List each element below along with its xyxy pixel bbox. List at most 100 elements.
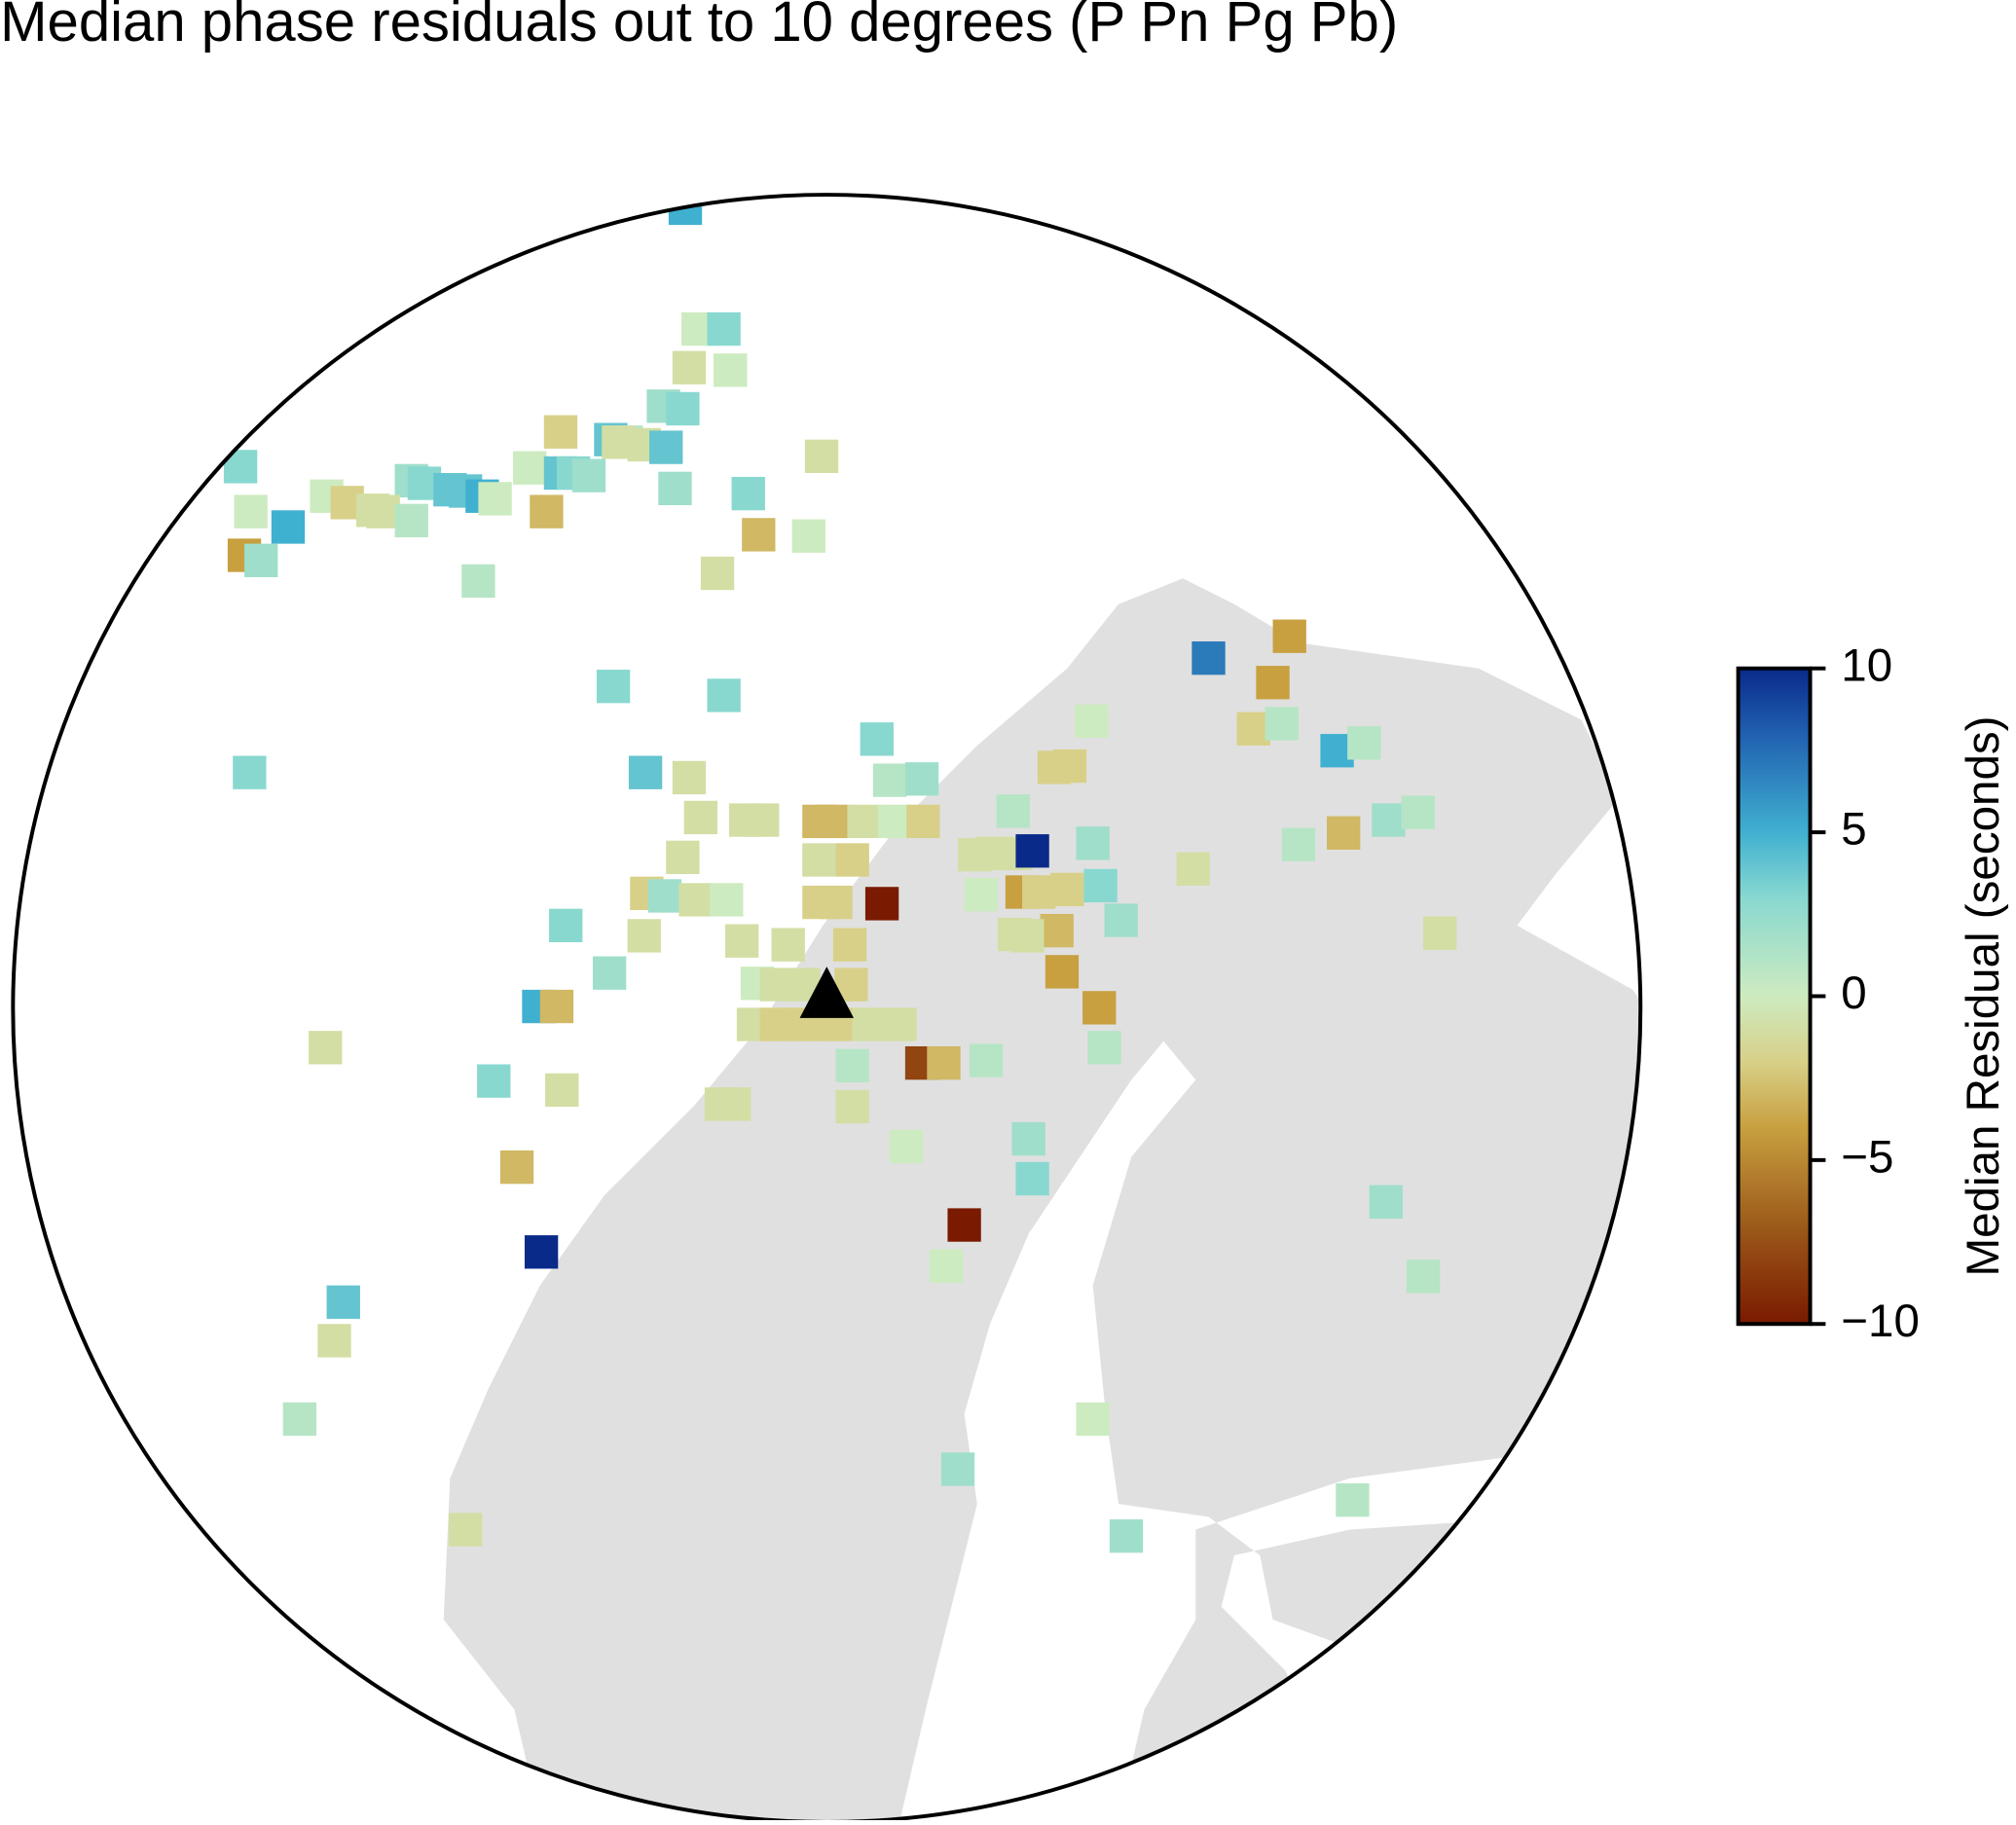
station-residual: [771, 928, 805, 962]
station-residual: [969, 1043, 1004, 1077]
station-residual: [742, 518, 776, 552]
station-residual: [1010, 919, 1045, 953]
station-residual: [477, 1064, 511, 1098]
station-residual: [478, 482, 512, 516]
station-residual: [864, 887, 899, 921]
station-residual: [707, 311, 741, 347]
station-residual: [366, 494, 400, 529]
station-residual: [904, 762, 939, 796]
station-residual: [394, 503, 428, 538]
station-residual: [449, 1513, 483, 1547]
station-residual: [317, 1324, 351, 1358]
station-residual: [1015, 1161, 1049, 1196]
station-residual: [835, 843, 869, 877]
station-residual: [1176, 852, 1210, 886]
station-residual: [707, 678, 741, 712]
station-residual: [804, 439, 839, 473]
station-residual: [964, 877, 998, 912]
map: [223, 195, 1641, 1820]
station-residual: [1336, 1482, 1370, 1517]
station-residual: [683, 800, 718, 835]
station-residual: [543, 415, 578, 449]
station-residual: [627, 919, 661, 953]
station-residual: [860, 722, 894, 756]
colorbar-tick-label: 0: [1841, 967, 1866, 1019]
station-residual: [940, 1452, 975, 1486]
station-residual: [878, 804, 912, 839]
station-residual: [282, 1402, 317, 1437]
station-residual: [1040, 913, 1074, 948]
station-residual: [549, 908, 583, 943]
station-residual: [1045, 955, 1080, 989]
station-residual: [929, 1249, 964, 1283]
station-residual: [524, 1235, 559, 1269]
reference-station: [799, 967, 855, 1018]
station-residual: [835, 1089, 869, 1124]
colorbar-tick-label: 10: [1841, 639, 1892, 691]
station-residual: [647, 879, 682, 913]
station-residual: [802, 843, 836, 877]
station-residual: [244, 543, 278, 577]
station-residual: [1076, 826, 1110, 860]
station-residual: [815, 804, 849, 839]
chart-title: Median phase residuals out to 10 degrees…: [0, 0, 1398, 54]
station-residual: [461, 564, 495, 599]
station-residual: [1281, 827, 1316, 861]
station-residual: [1109, 1518, 1144, 1553]
station-residual: [717, 1087, 751, 1121]
colorbar-tick-label: −10: [1841, 1296, 1920, 1347]
station-residual: [602, 425, 636, 459]
station-residual: [1327, 816, 1361, 850]
colorbar-tick-label: −5: [1841, 1131, 1893, 1183]
colorbar: [1736, 666, 1813, 1327]
station-residual: [649, 430, 683, 464]
station-residual: [658, 471, 692, 506]
station-residual: [1369, 1185, 1403, 1219]
station-residual: [513, 451, 547, 485]
station-residual: [1082, 991, 1117, 1025]
station-residual: [1347, 726, 1381, 760]
station-residual: [906, 804, 940, 839]
station-residual: [1236, 712, 1270, 746]
station-residual: [1265, 707, 1299, 741]
colorbar-label: Median Residual (seconds): [1958, 716, 2009, 1277]
station-residual: [927, 1045, 961, 1080]
station-residual: [890, 1129, 924, 1164]
station-residual: [271, 510, 306, 544]
colorbar-tick-label: 5: [1841, 804, 1866, 856]
station-residual: [835, 1048, 869, 1082]
station-residual: [724, 924, 759, 958]
station-residual: [545, 1073, 579, 1108]
station-residual: [832, 928, 867, 962]
station-residual: [1401, 795, 1435, 829]
station-residual: [672, 350, 707, 384]
station-residual: [1076, 1402, 1110, 1437]
station-residual: [731, 476, 765, 511]
station-residual: [1104, 903, 1138, 937]
station-residual: [1191, 640, 1226, 675]
station-residual: [1011, 1121, 1045, 1156]
station-residual: [499, 1150, 534, 1185]
station-residual: [326, 1285, 360, 1319]
station-residual: [714, 353, 748, 387]
station-residual: [1050, 872, 1084, 907]
station-residual: [672, 760, 707, 795]
station-residual: [1022, 875, 1056, 909]
station-residual: [571, 458, 606, 493]
station-residual: [847, 804, 881, 839]
station-residual: [1423, 916, 1457, 950]
station-residual: [234, 494, 268, 529]
station-residual: [852, 1007, 887, 1041]
station-residual: [791, 519, 825, 553]
station-residual: [1052, 748, 1087, 784]
station-residual: [996, 794, 1030, 828]
station-residual: [592, 956, 627, 990]
station-residual: [596, 670, 631, 704]
sea: [899, 1040, 1641, 1820]
station-residual: [819, 885, 853, 920]
station-residual: [1372, 803, 1406, 837]
station-residual: [1406, 1259, 1441, 1294]
station-residual: [539, 989, 574, 1024]
